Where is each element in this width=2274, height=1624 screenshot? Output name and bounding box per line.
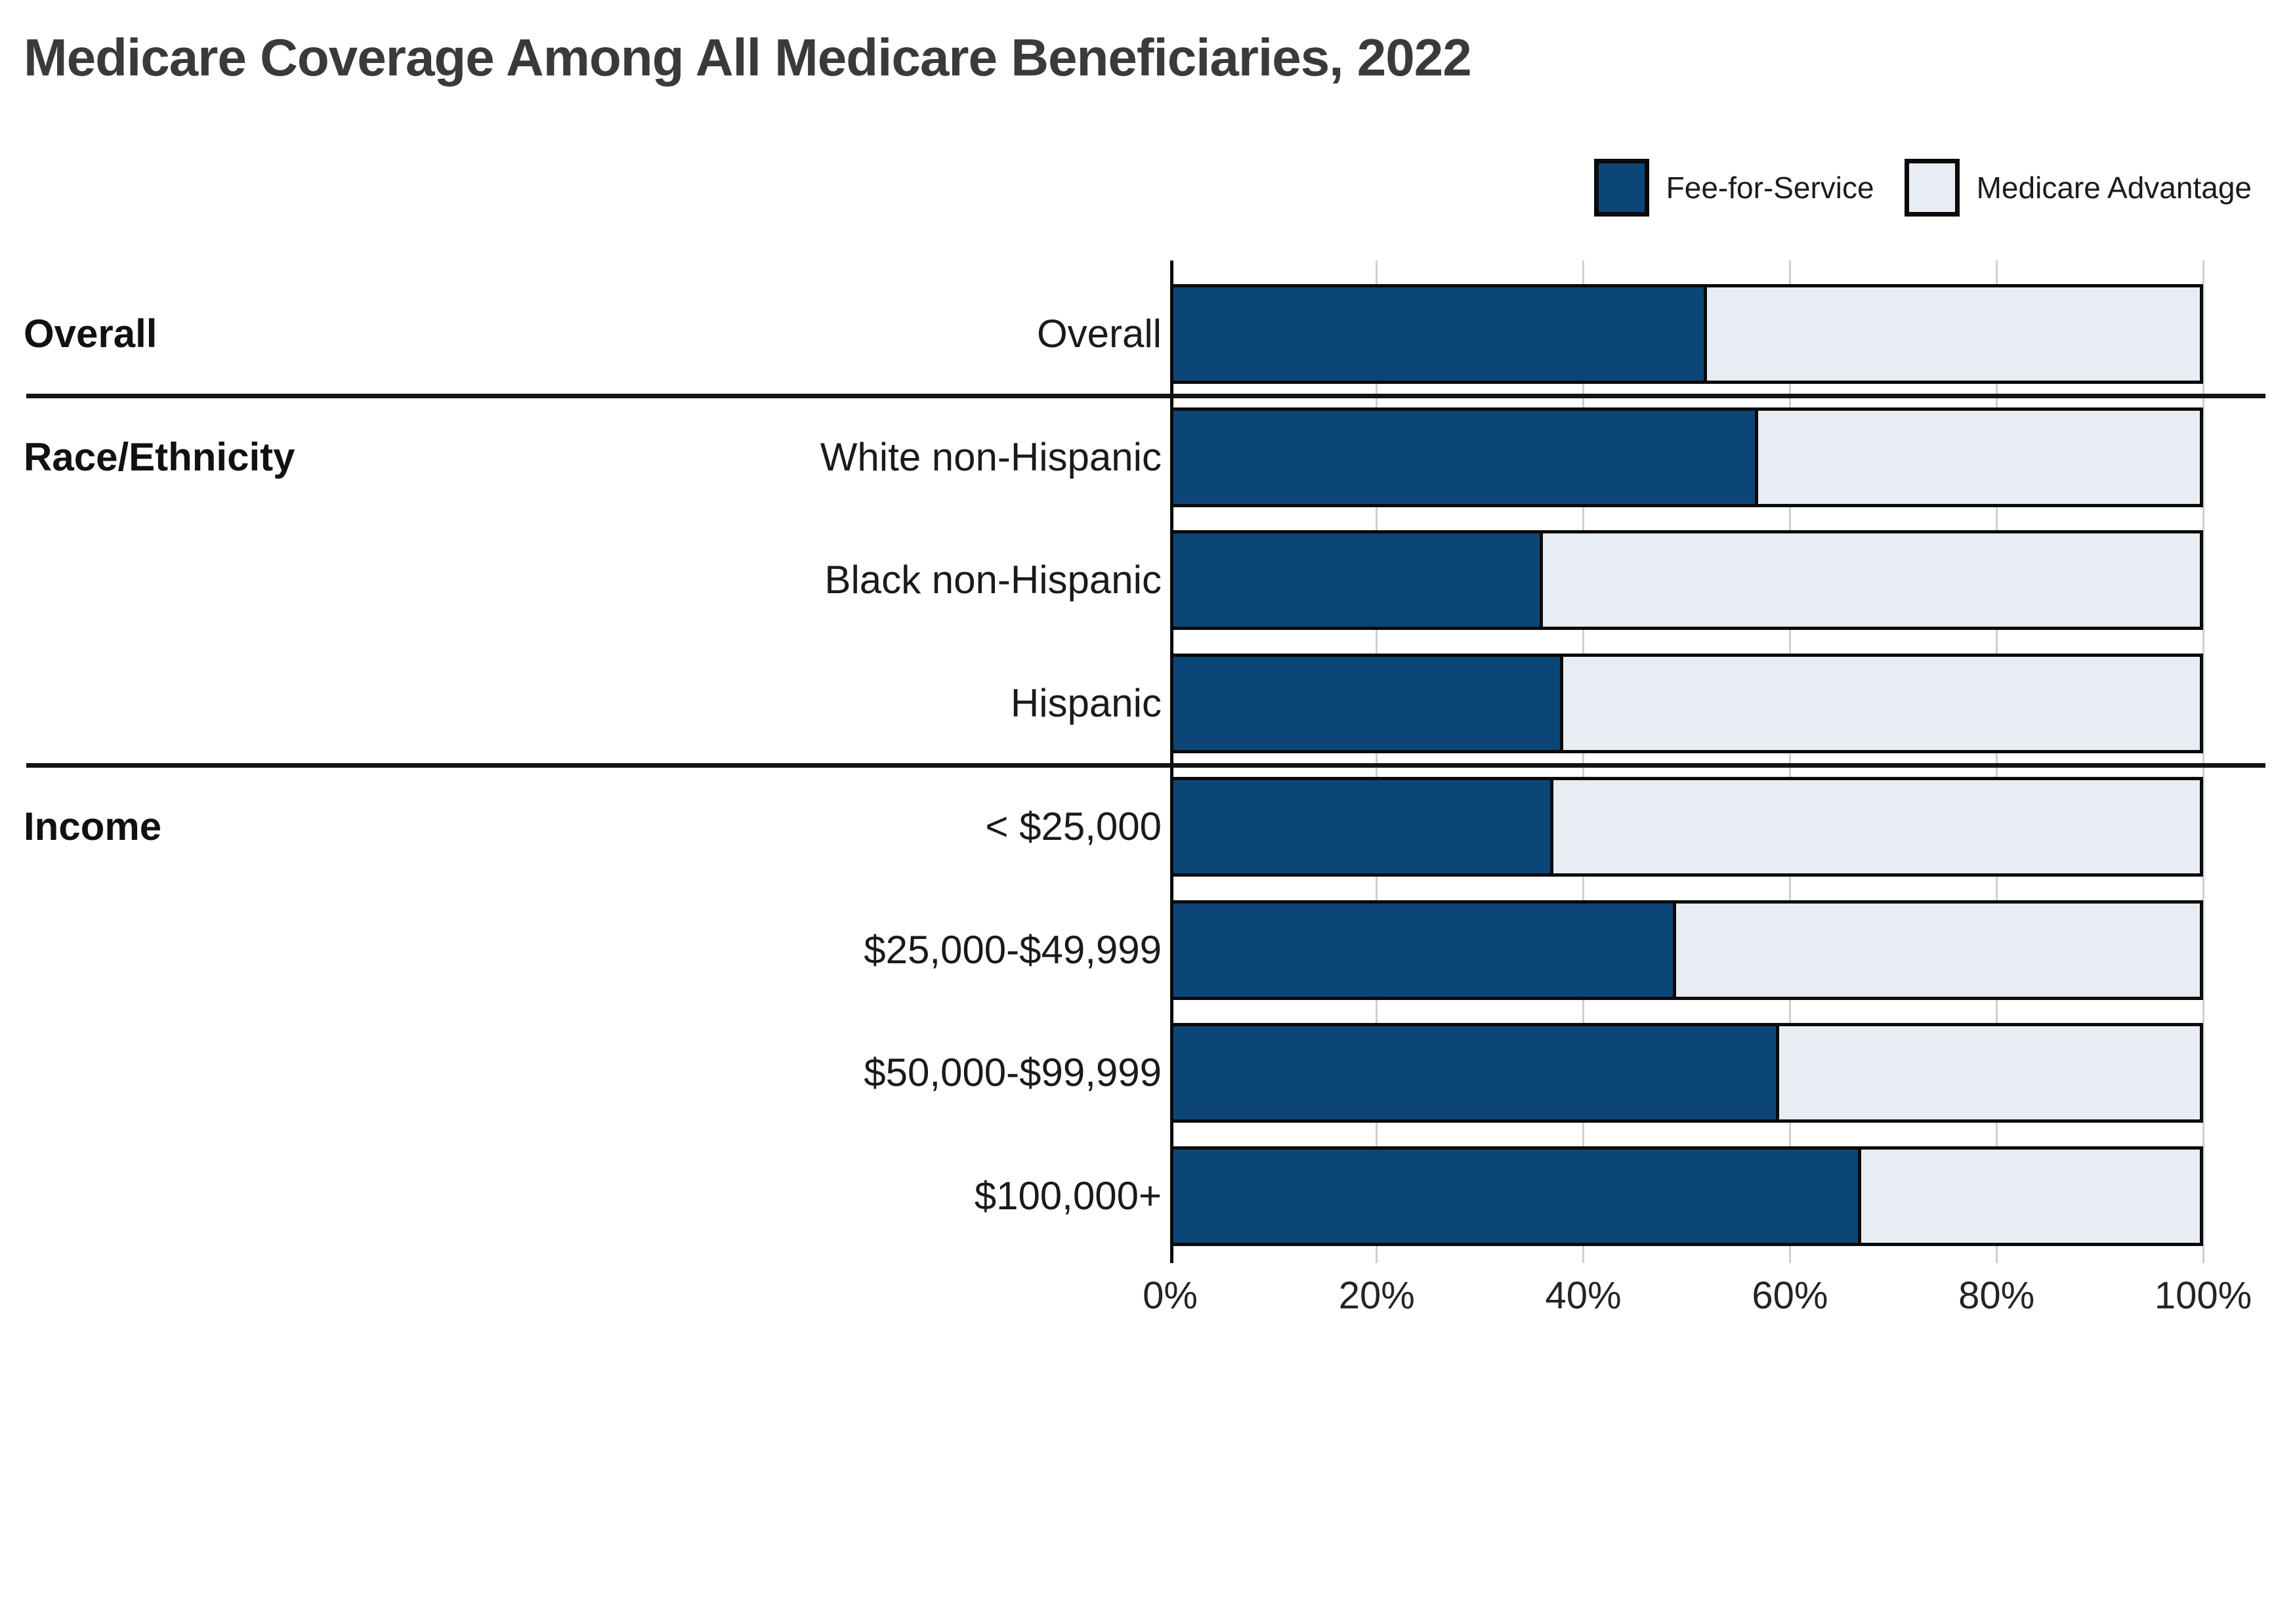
bar-row <box>1170 900 2203 1000</box>
category-label: $100,000+ <box>974 1173 1162 1218</box>
x-tick-label: 80% <box>1958 1274 2035 1317</box>
x-tick-label: 40% <box>1545 1274 1622 1317</box>
legend: Fee-for-Service Medicare Advantage <box>1593 159 2252 217</box>
gridline-20 <box>1376 260 1378 1263</box>
group-label: Income <box>24 804 162 848</box>
bar-row <box>1170 1023 2203 1123</box>
chart-title: Medicare Coverage Among All Medicare Ben… <box>24 28 1472 87</box>
category-label: $50,000-$99,999 <box>864 1051 1162 1095</box>
legend-label: Fee-for-Service <box>1666 171 1874 205</box>
bar-segment-fee-for-service <box>1173 287 1708 381</box>
x-tick-label: 60% <box>1752 1274 1828 1317</box>
bar-segment-fee-for-service <box>1173 533 1544 627</box>
bar-row <box>1170 284 2203 384</box>
category-label: Hispanic <box>1010 681 1162 726</box>
bar-segment-fee-for-service <box>1173 1026 1779 1120</box>
bar-row <box>1170 530 2203 631</box>
gridline-60 <box>1788 260 1791 1263</box>
category-label: Overall <box>1036 312 1162 356</box>
gridline-80 <box>1995 260 1998 1263</box>
group-label: Overall <box>24 312 158 356</box>
category-label: < $25,000 <box>985 804 1162 848</box>
group-label: Race/Ethnicity <box>24 434 295 479</box>
bar-row <box>1170 1146 2203 1246</box>
plot-area: 0% 20% 40% 60% 80% 100% <box>1143 260 2252 1317</box>
legend-item: Fee-for-Service <box>1593 159 1874 217</box>
bar-row <box>1170 776 2203 877</box>
gridline-100 <box>2202 260 2204 1263</box>
bar-row <box>1170 407 2203 507</box>
category-label: Black non-Hispanic <box>824 558 1162 602</box>
y-axis-line <box>1170 260 1173 1263</box>
bar-segment-fee-for-service <box>1173 780 1553 873</box>
bar-segment-fee-for-service <box>1173 657 1564 751</box>
bar-row <box>1170 654 2203 754</box>
legend-swatch-fee_for_service <box>1593 159 1649 217</box>
gridline-40 <box>1582 260 1585 1263</box>
bar-segment-fee-for-service <box>1173 410 1759 504</box>
category-label: $25,000-$49,999 <box>864 927 1162 972</box>
bar-segment-fee-for-service <box>1173 1149 1861 1243</box>
legend-item: Medicare Advantage <box>1904 159 2252 217</box>
x-tick-label: 100% <box>2154 1274 2252 1317</box>
x-tick-label: 0% <box>1143 1274 1198 1317</box>
legend-label: Medicare Advantage <box>1976 171 2252 205</box>
group-separator <box>26 762 2265 768</box>
legend-swatch-medicare_advantage <box>1904 159 1960 217</box>
bar-segment-fee-for-service <box>1173 903 1677 997</box>
x-tick-label: 20% <box>1338 1274 1415 1317</box>
category-label: White non-Hispanic <box>820 434 1162 479</box>
group-separator <box>26 393 2265 398</box>
